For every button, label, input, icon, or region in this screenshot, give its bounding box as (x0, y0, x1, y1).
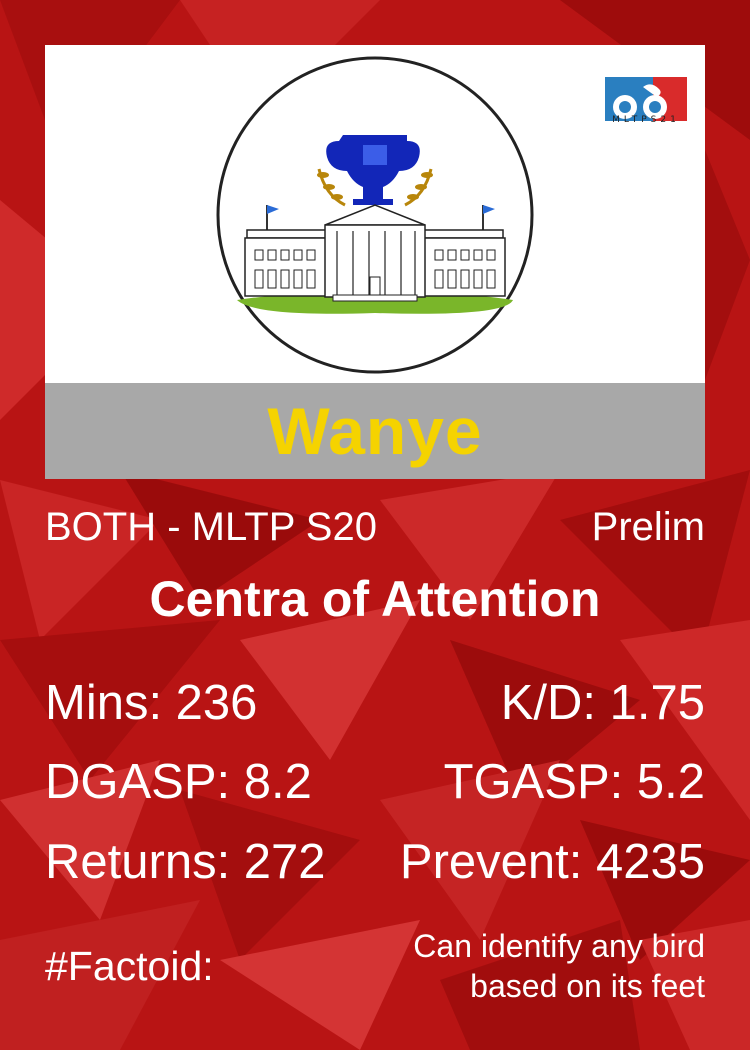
stat-returns: Returns: 272 (45, 835, 326, 889)
stage-label: Prelim (591, 504, 705, 549)
division-label: BOTH - MLTP S20 (45, 504, 377, 549)
stat-row: Returns: 272 Prevent: 4235 (45, 832, 705, 892)
card-header-panel: MLTPS21 (45, 45, 705, 383)
award-title: Centra of Attention (149, 571, 601, 627)
meta-row: BOTH - MLTP S20 Prelim (45, 502, 705, 552)
factoid-line: based on its feet (470, 968, 705, 1004)
stat-mins: Mins: 236 (45, 676, 258, 730)
player-name: Wanye (267, 394, 483, 468)
name-band: Wanye (45, 383, 705, 479)
factoid-row: #Factoid: Can identify any bird based on… (45, 928, 705, 1004)
stat-prevent: Prevent: 4235 (399, 835, 705, 889)
stat-dgasp: DGASP: 8.2 (45, 755, 312, 809)
mltp-logo-icon (605, 77, 687, 121)
factoid-line: Can identify any bird (413, 928, 705, 964)
stat-row: Mins: 236 K/D: 1.75 (45, 673, 705, 733)
white-house-trophy-icon (216, 56, 534, 374)
factoid-label: #Factoid: (45, 942, 214, 989)
stat-kd: K/D: 1.75 (500, 676, 705, 730)
stat-tgasp: TGASP: 5.2 (443, 755, 705, 809)
stat-row: DGASP: 8.2 TGASP: 5.2 (45, 752, 705, 812)
factoid-text: Can identify any bird based on its feet (365, 926, 705, 1006)
league-logo-text: MLTPS21 (612, 115, 680, 125)
